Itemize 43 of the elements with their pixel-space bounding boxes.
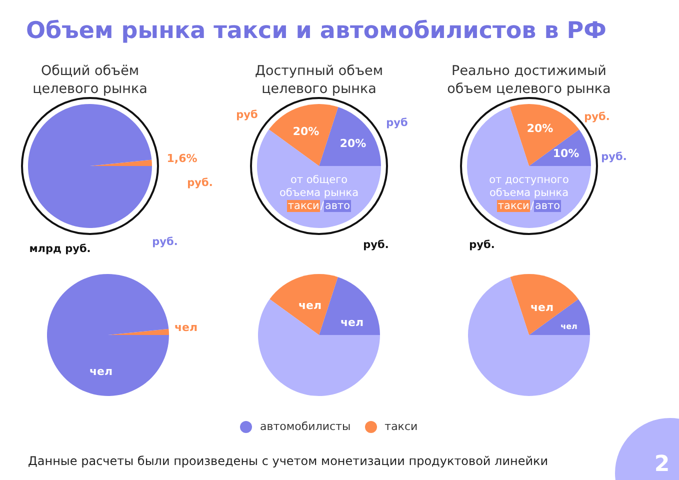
data-label: 20%: [526, 122, 554, 135]
pie-slice: [319, 107, 381, 166]
pie-slice: [468, 276, 590, 396]
pie-slice: [319, 276, 380, 335]
pie-slice: [108, 328, 169, 335]
pie-slice: [270, 274, 338, 335]
data-label: 10%: [552, 147, 580, 160]
text: руб.: [151, 236, 179, 248]
text: руб.: [583, 111, 611, 123]
chart-title: Доступный объем целевого рынка: [254, 62, 384, 98]
text: млрд руб.: [28, 243, 92, 255]
text: от доступного объема рынка такси/авто: [488, 174, 570, 213]
data-label: чел: [339, 316, 365, 329]
data-label: чел: [529, 301, 555, 314]
data-label: чел: [88, 365, 114, 378]
text: руб.: [468, 239, 496, 251]
text: руб.: [601, 151, 627, 163]
pie-slice: [510, 274, 578, 335]
chart-title: Реально достижимый объем целевого рынка: [446, 62, 612, 98]
pie-slice: [28, 104, 152, 228]
pie-slice: [90, 160, 152, 166]
data-label: 20%: [338, 137, 368, 150]
data-label: чел: [560, 322, 578, 331]
pie-slice: [510, 104, 580, 166]
data-label: чел: [173, 321, 199, 334]
pie-slice: [268, 104, 338, 166]
text: Данные расчеты были произведены с учетом монетизации продуктовой линейки: [28, 454, 550, 468]
pie-slice: [47, 274, 169, 396]
pie-slice: [529, 299, 590, 335]
data-label: чел: [297, 299, 323, 312]
text: руб.: [362, 239, 390, 251]
text: 2: [653, 452, 671, 477]
chart-subtitle: Общий объём целевого рынка: [32, 62, 148, 98]
text: руб: [385, 117, 409, 129]
legend-label: такси: [384, 420, 418, 433]
text: руб.: [186, 177, 214, 189]
text: от общего объема рынка такси/авто: [278, 174, 360, 213]
data-label: 20%: [292, 125, 320, 138]
legend-label: автомобилисты: [260, 420, 351, 433]
text: Объем рынка такси и автомобилистов в РФ: [26, 18, 606, 44]
text: руб: [235, 109, 259, 121]
pie-slice: [258, 299, 380, 396]
data-label: 1,6%: [166, 152, 198, 165]
